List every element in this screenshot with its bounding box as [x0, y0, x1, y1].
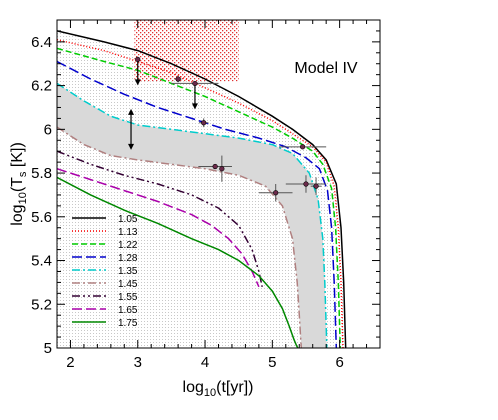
observation-marker — [273, 190, 279, 196]
range-down-arrow — [128, 143, 135, 150]
curves-layer — [57, 30, 347, 348]
observation-point-9 — [310, 177, 322, 195]
series-line-1-55 — [57, 150, 263, 287]
observation-marker — [175, 76, 181, 82]
series-line-1-45 — [57, 126, 303, 348]
legend: 1.05 1.13 1.22 1.28 1.35 1.45 1.55 1.65 1.75 — [72, 214, 138, 329]
series-line-1-13 — [57, 38, 344, 348]
hatched-region — [134, 20, 239, 82]
legend-label-1-13: 1.13 — [118, 227, 138, 238]
observation-point-2 — [171, 80, 219, 110]
x-tick-label: 6 — [335, 354, 343, 371]
observation-marker — [219, 166, 225, 172]
observations-layer — [128, 56, 327, 202]
observation-point-7 — [258, 184, 293, 202]
legend-label-1-55: 1.55 — [118, 292, 138, 303]
legend-label-1-45: 1.45 — [118, 279, 138, 290]
y-tick-label: 6 — [44, 121, 52, 138]
observation-marker — [192, 80, 198, 87]
observation-marker — [300, 144, 306, 150]
series-line-1-05 — [57, 30, 347, 348]
y-tick-label: 5 — [44, 340, 52, 357]
fill-layer — [57, 20, 346, 348]
series-line-1-35 — [57, 82, 328, 348]
legend-label-1-35: 1.35 — [118, 266, 138, 277]
y-tick-label: 5.8 — [31, 165, 52, 182]
observation-point-5 — [198, 163, 232, 170]
range-up-arrow — [128, 108, 135, 115]
x-tick-label: 4 — [201, 354, 209, 371]
series-line-1-22 — [57, 47, 342, 348]
y-tick-label: 5.2 — [31, 296, 52, 313]
observation-point-10 — [279, 144, 327, 150]
observation-point-3 — [198, 118, 209, 128]
y-tick-label: 5.4 — [31, 253, 52, 270]
legend-label-1-22: 1.22 — [118, 240, 138, 251]
y-tick-label: 5.6 — [31, 209, 52, 226]
legend-label-1-65: 1.65 — [118, 305, 138, 316]
x-axis-title: log10(t[yr]) — [183, 379, 254, 399]
upper-limit-arrow — [134, 79, 141, 86]
axes-layer: 2 3 4 5 6 5 5.2 5.4 5.6 5.8 6 6.2 6.4 — [31, 19, 381, 371]
model-label: Model IV — [294, 60, 357, 77]
legend-label-1-28: 1.28 — [118, 253, 138, 264]
x-tick-label: 2 — [66, 354, 74, 371]
observation-marker — [212, 163, 218, 170]
series-line-1-75 — [57, 176, 299, 348]
observation-point-0 — [134, 56, 141, 86]
observation-marker — [313, 183, 319, 189]
y-axis-title: log10(Ts [K]) — [9, 142, 29, 226]
y-tick-label: 6.4 — [31, 34, 52, 51]
observation-point-1 — [174, 75, 182, 83]
legend-label-1-75: 1.75 — [118, 318, 138, 329]
y-tick-label: 6.2 — [31, 78, 52, 95]
legend-label-1-05: 1.05 — [118, 214, 138, 225]
observation-marker — [135, 56, 141, 62]
observation-point-6 — [219, 155, 225, 182]
dotted-envelope-fill — [57, 30, 346, 348]
upper-limit-arrow — [191, 103, 198, 110]
series-line-1-65 — [57, 167, 260, 288]
observation-point-4 — [128, 108, 135, 150]
observation-marker — [201, 120, 207, 126]
x-tick-label: 5 — [268, 354, 276, 371]
observation-marker — [303, 181, 309, 187]
x-tick-label: 3 — [134, 354, 142, 371]
gray-band-fill — [57, 83, 327, 348]
observation-point-8 — [285, 175, 327, 193]
